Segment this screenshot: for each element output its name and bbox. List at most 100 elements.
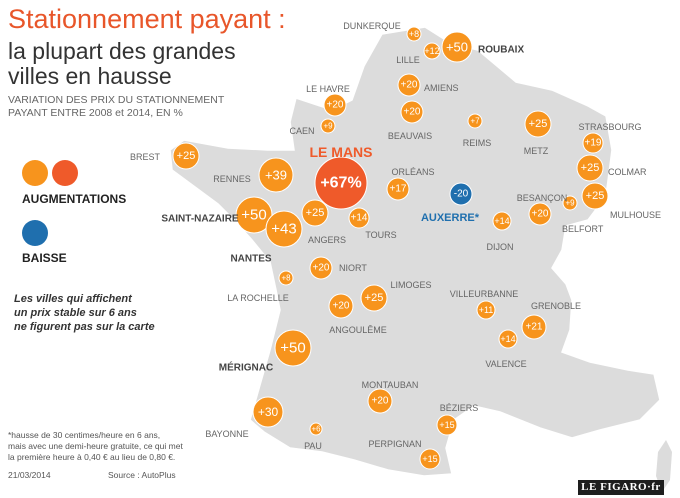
value-strasbourg: +19 <box>585 138 602 149</box>
value-pau: +6 <box>311 425 321 434</box>
map-subtitle-line1: la plupart des grandes <box>8 38 236 64</box>
marker-caen <box>320 118 336 134</box>
footer-source: Source : AutoPlus <box>108 470 176 480</box>
city-label-bayonne: BAYONNE <box>205 429 248 439</box>
value-beauvais: +20 <box>404 107 421 118</box>
city-label-angouleme: ANGOULÊME <box>329 325 387 335</box>
city-label-merignac: MÉRIGNAC <box>219 361 273 374</box>
marker-la-rochelle <box>278 270 294 286</box>
marker-beauvais <box>400 100 424 124</box>
marker-valence <box>498 329 518 349</box>
marker-reims <box>467 113 483 129</box>
city-label-amiens: AMIENS <box>424 83 459 93</box>
value-angouleme: +20 <box>333 301 350 312</box>
marker-grenoble <box>521 314 547 340</box>
city-label-dunkerque: DUNKERQUE <box>343 21 401 31</box>
value-valence: +14 <box>500 334 515 344</box>
marker-dijon <box>492 211 512 231</box>
marker-strasbourg <box>582 132 604 154</box>
note-line2: un prix stable sur 6 ans <box>14 307 137 319</box>
city-label-saint-nazaire: SAINT-NAZAIRE <box>161 214 239 225</box>
marker-bayonne <box>252 396 284 428</box>
city-label-belfort: BELFORT <box>562 224 604 234</box>
map-description-line1: VARIATION DES PRIX DU STATIONNEMENT <box>8 94 225 106</box>
value-nantes: +43 <box>271 221 296 238</box>
marker-perpignan <box>419 448 441 470</box>
note-line1: Les villes qui affichent <box>14 293 132 305</box>
marker-beziers <box>436 414 458 436</box>
footnote-line2: mais avec une demi-heure gratuite, ce qu… <box>8 441 183 451</box>
city-label-grenoble: GRENOBLE <box>531 301 581 311</box>
footnote-line1: *hausse de 30 centimes/heure en 6 ans, <box>8 430 161 440</box>
value-niort: +20 <box>313 263 330 274</box>
value-caen: +9 <box>323 122 333 131</box>
marker-amiens <box>397 73 421 97</box>
city-label-pau: PAU <box>304 441 322 451</box>
city-label-tours: TOURS <box>365 230 396 240</box>
note-line3: ne figurent pas sur la carte <box>14 321 155 333</box>
value-bayonne: +30 <box>258 405 279 419</box>
value-colmar: +25 <box>581 162 600 174</box>
value-reims: +7 <box>470 117 480 126</box>
city-label-le-mans: LE MANS <box>310 144 373 160</box>
marker-rennes <box>258 157 294 193</box>
stable-price-note: Les villes qui affichent un prix stable … <box>14 292 155 334</box>
value-villeurbanne: +11 <box>479 305 494 315</box>
city-label-auxerre: AUXERRE* <box>421 212 480 224</box>
city-label-strasbourg: STRASBOURG <box>578 122 641 132</box>
marker-mulhouse <box>581 182 609 210</box>
marker-angouleme <box>328 293 354 319</box>
value-la-rochelle: +8 <box>281 274 291 283</box>
city-label-perpignan: PERPIGNAN <box>368 439 421 449</box>
city-label-montauban: MONTAUBAN <box>362 380 419 390</box>
value-rennes: +39 <box>265 168 287 183</box>
city-label-caen: CAEN <box>289 126 314 136</box>
value-perpignan: +15 <box>422 454 437 464</box>
map-description-line2: PAYANT ENTRE 2008 et 2014, EN % <box>8 107 183 119</box>
city-label-le-havre: LE HAVRE <box>306 84 350 94</box>
marker-roubaix <box>441 31 473 63</box>
marker-villeurbanne <box>476 300 496 320</box>
value-limoges: +25 <box>365 292 384 304</box>
value-besancon: +20 <box>532 209 549 220</box>
city-label-orleans: ORLÉANS <box>391 167 434 177</box>
value-tours: +14 <box>351 213 368 224</box>
le-figaro-logo: LE FIGARO·fr <box>578 480 664 495</box>
city-label-colmar: COLMAR <box>608 167 647 177</box>
legend-increase-red-dot <box>52 160 78 186</box>
value-metz: +25 <box>529 118 548 130</box>
marker-dunkerque <box>406 26 422 42</box>
marker-angers <box>301 199 329 227</box>
value-angers: +25 <box>306 207 325 219</box>
city-label-angers: ANGERS <box>308 235 346 245</box>
city-label-mulhouse: MULHOUSE <box>610 210 661 220</box>
marker-montauban <box>367 388 393 414</box>
value-brest: +25 <box>177 150 196 162</box>
city-label-dijon: DIJON <box>487 242 514 252</box>
marker-besancon <box>528 202 552 226</box>
marker-limoges <box>360 284 388 312</box>
value-belfort: +9 <box>565 199 575 208</box>
legend-decrease-dot <box>22 220 48 246</box>
value-montauban: +20 <box>372 396 389 407</box>
city-label-niort: NIORT <box>339 263 367 273</box>
legend-increase-label: AUGMENTATIONS <box>22 192 127 206</box>
marker-pau <box>309 422 323 436</box>
marker-orleans <box>386 177 410 201</box>
city-label-reims: REIMS <box>463 138 492 148</box>
value-dunkerque: +8 <box>409 29 419 39</box>
value-mulhouse: +25 <box>586 190 605 202</box>
city-label-limoges: LIMOGES <box>390 280 431 290</box>
marker-lille <box>423 42 441 60</box>
marker-niort <box>309 256 333 280</box>
value-merignac: +50 <box>280 340 305 357</box>
city-label-roubaix: ROUBAIX <box>478 45 524 56</box>
city-label-rennes: RENNES <box>213 174 251 184</box>
marker-colmar <box>576 154 604 182</box>
marker-merignac <box>274 329 312 367</box>
footer-date: 21/03/2014 <box>8 470 51 480</box>
value-le-havre: +20 <box>327 100 344 111</box>
value-auxerre: -20 <box>454 189 469 200</box>
value-le-mans: +67% <box>320 175 361 192</box>
value-beziers: +15 <box>439 420 454 430</box>
